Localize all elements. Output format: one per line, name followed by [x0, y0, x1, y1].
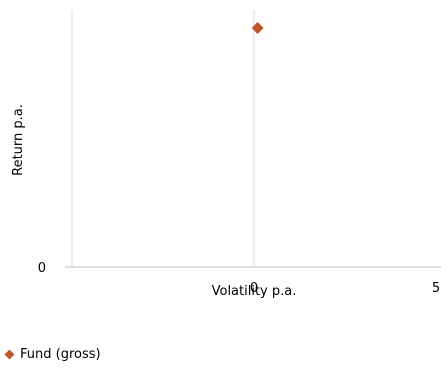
legend-label-fund-gross: Fund (gross): [20, 347, 101, 362]
x-tick-label: 5: [432, 281, 440, 296]
y-tick-label: 0: [38, 261, 46, 276]
y-tick-labels: 0: [38, 261, 46, 276]
y-axis-label: Return p.a.: [11, 104, 26, 176]
data-point-fund-gross: [251, 21, 264, 34]
x-tick-label: 0: [250, 281, 258, 296]
legend: Fund (gross): [4, 347, 101, 362]
data-points: [251, 21, 264, 34]
legend-marker-fund-gross: [4, 349, 15, 360]
x-axis-label: Volatility p.a.: [212, 284, 297, 299]
